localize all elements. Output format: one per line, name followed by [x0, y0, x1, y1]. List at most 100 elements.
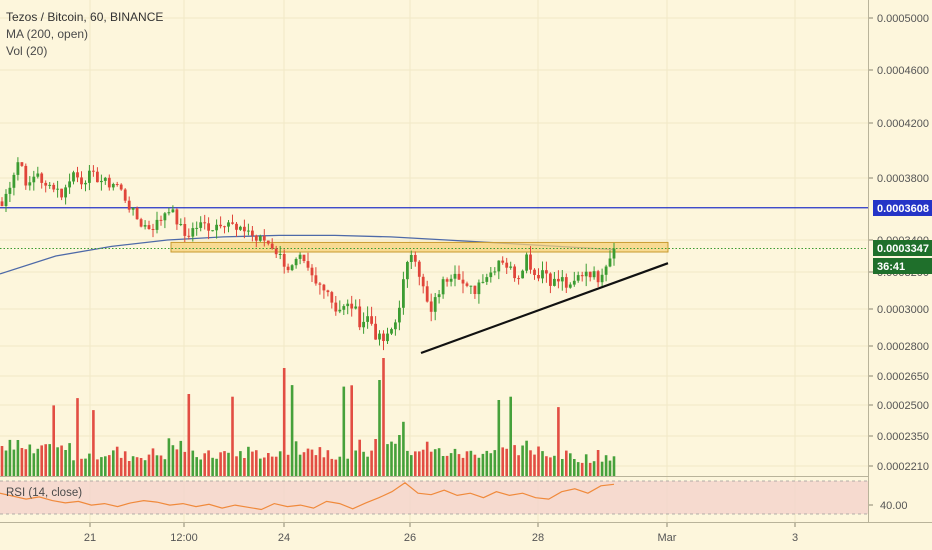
candle-body [36, 173, 40, 177]
chart-legend: Tezos / Bitcoin, 60, BINANCE MA (200, op… [6, 9, 163, 60]
volume-bar [322, 457, 326, 476]
volume-bar [215, 458, 218, 476]
candle-body [8, 187, 12, 194]
candle-body [60, 188, 63, 198]
volume-bar [12, 449, 16, 476]
candle-body [199, 222, 203, 228]
volume-bar [127, 461, 131, 476]
candle-body [457, 273, 461, 280]
volume-bar [433, 449, 437, 476]
volume-bar [32, 453, 36, 476]
candle-body [390, 329, 393, 334]
candle-body [326, 290, 330, 293]
candle-body [159, 219, 163, 221]
candle-body [521, 270, 524, 279]
candle-body [72, 172, 75, 182]
candle-body [421, 276, 425, 287]
candle-body [131, 208, 135, 210]
candle-body [433, 297, 437, 312]
volume-bar [231, 396, 234, 476]
volume-bar [8, 439, 12, 476]
volume-bar [4, 450, 8, 476]
volume-bar [378, 380, 381, 476]
candle-body [219, 224, 222, 227]
indicator-rsi-label[interactable]: RSI (14, close) [6, 487, 83, 499]
candle-body [84, 182, 87, 185]
candle-body [183, 224, 187, 236]
volume-bar [274, 456, 278, 476]
candle-body [350, 303, 354, 309]
volume-bar [406, 450, 409, 476]
volume-bar [604, 455, 608, 476]
candle-body [0, 201, 4, 207]
candle-body [596, 271, 600, 283]
candle-body [48, 184, 52, 186]
volume-bar [505, 448, 508, 476]
volume-bar [513, 445, 516, 476]
volume-bar [227, 452, 230, 476]
volume-bar [501, 447, 504, 476]
candle-body [541, 270, 544, 279]
volume-bar [84, 458, 87, 476]
candles [0, 157, 616, 351]
candle-body [374, 323, 377, 340]
candle-body [187, 235, 191, 237]
volume-bar [596, 450, 600, 476]
volume-bar [529, 450, 532, 476]
last-price-badge-text: 0.0003347 [877, 243, 929, 255]
candle-body [179, 224, 183, 225]
candle-body [398, 307, 401, 323]
volume-bar [179, 440, 183, 476]
volume-bar [469, 450, 473, 476]
indicator-volume-label[interactable]: Vol (20) [6, 44, 48, 58]
candle-body [338, 309, 342, 312]
volume-bar [139, 458, 143, 476]
candle-body [278, 254, 282, 255]
volume-bar [267, 453, 270, 476]
candle-body [382, 333, 385, 341]
candle-body [608, 258, 612, 267]
candle-body [406, 262, 409, 280]
volume-bar [0, 446, 4, 476]
candle-body [40, 173, 44, 183]
volume-bar [342, 386, 346, 476]
volume-bar [155, 455, 159, 476]
candle-body [191, 228, 195, 237]
volume-bar [576, 462, 580, 476]
volume-bar [187, 394, 191, 476]
volume-bar [112, 450, 115, 476]
candle-body [409, 255, 413, 262]
volume-bar [104, 456, 107, 476]
candle-body [314, 275, 318, 284]
symbol-title[interactable]: Tezos / Bitcoin, 60, BINANCE [6, 10, 164, 24]
candle-body [402, 279, 405, 308]
candle-body [28, 182, 32, 186]
candle-body [270, 243, 274, 249]
volume-bar [525, 440, 528, 476]
volume-bar [414, 451, 417, 476]
bar-countdown-badge: 36:41 [873, 258, 932, 274]
candle-body [302, 254, 306, 261]
volume-bar [541, 451, 544, 476]
indicator-ma-label[interactable]: MA (200, open) [6, 27, 89, 41]
volume-bar [290, 385, 294, 476]
volume-bars [0, 358, 616, 476]
volume-bar [549, 457, 552, 476]
candle-body [465, 283, 469, 286]
candle-body [564, 277, 568, 288]
candle-body [306, 261, 310, 268]
rsi-line [0, 482, 615, 511]
candle-body [44, 182, 48, 186]
candle-body [545, 270, 548, 274]
volume-bar [402, 421, 405, 476]
volume-bar [119, 457, 123, 476]
volume-bar [239, 451, 242, 476]
candle-body [163, 213, 167, 221]
volume-bar [247, 446, 250, 476]
time-tick-label: 12:00 [170, 532, 198, 544]
candle-body [254, 235, 258, 241]
candle-body [107, 177, 111, 188]
candle-body [560, 277, 564, 282]
